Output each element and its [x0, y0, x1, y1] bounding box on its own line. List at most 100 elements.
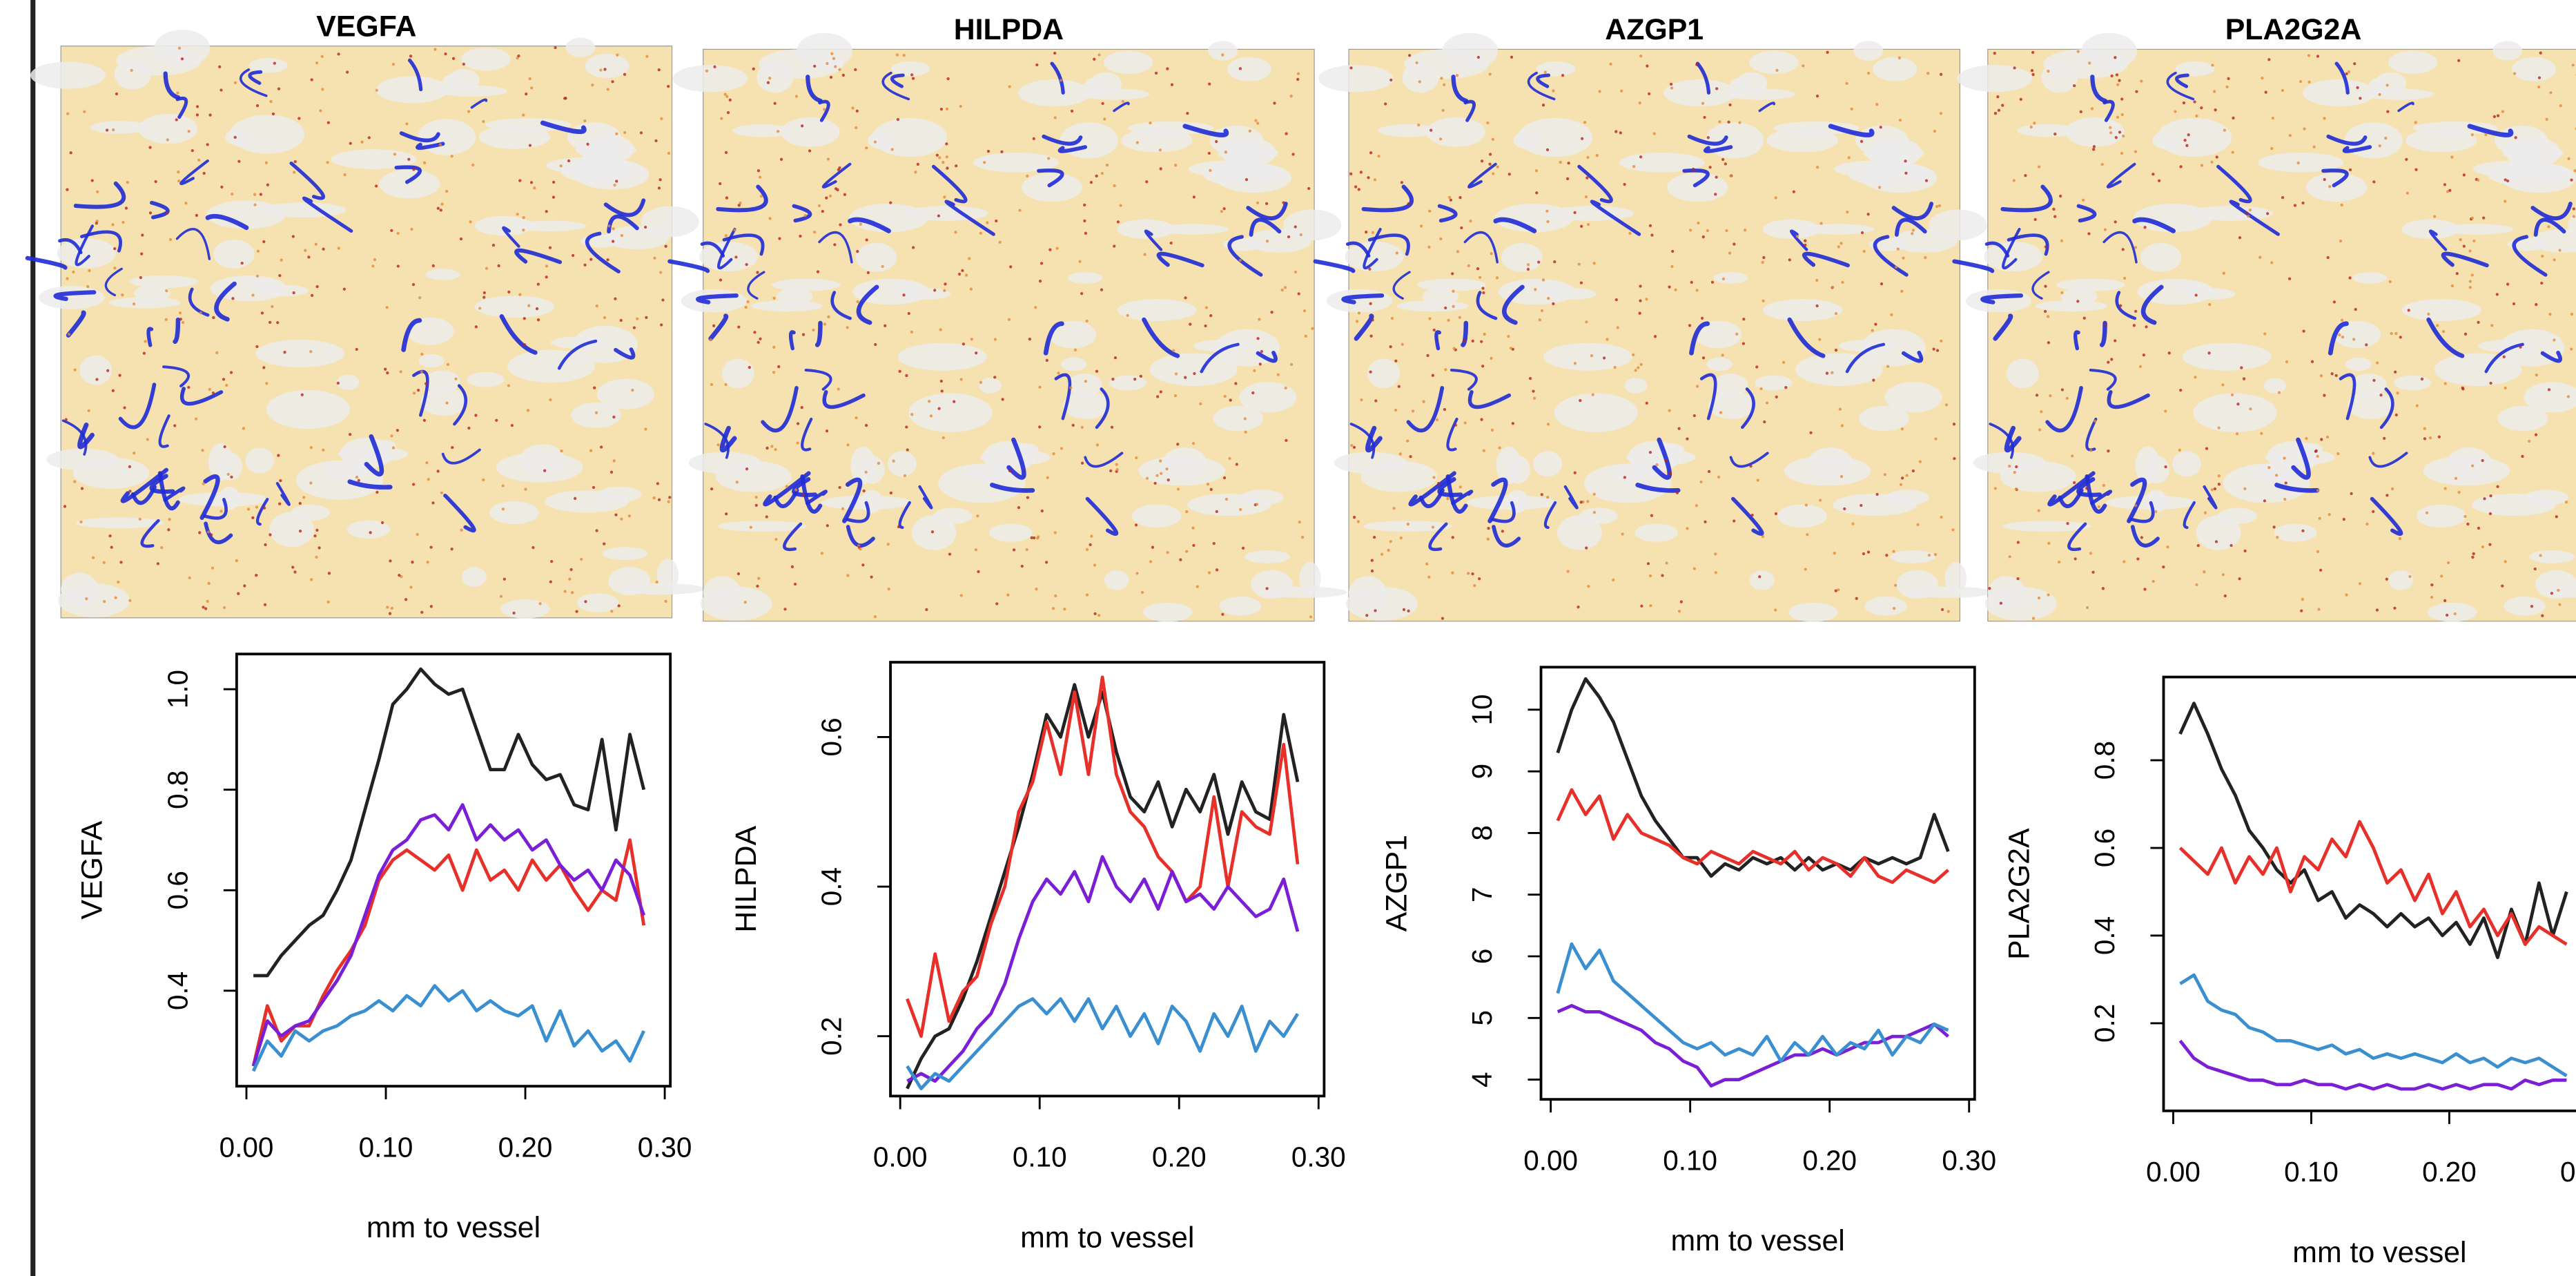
expression-dot: [436, 206, 440, 210]
expression-dot: [396, 231, 400, 235]
stroma-region: [461, 47, 511, 71]
stroma-region: [551, 336, 609, 349]
expression-dot: [1668, 285, 1671, 289]
vessel: [120, 467, 169, 503]
expression-dot: [961, 269, 964, 273]
stroma-region: [2345, 357, 2372, 371]
expression-dot: [1637, 366, 1640, 369]
expression-dot: [410, 227, 413, 231]
expression-dot: [1892, 550, 1895, 553]
expression-dot: [445, 189, 449, 193]
expression-dot: [510, 424, 514, 427]
expression-dot: [2353, 62, 2357, 66]
expression-dot: [327, 572, 331, 575]
expression-dot: [1480, 340, 1483, 343]
expression-dot: [1389, 540, 1392, 543]
expression-dot: [2423, 437, 2427, 441]
stroma-region: [418, 354, 445, 368]
expression-dot: [1862, 552, 1866, 556]
vessel: [881, 71, 910, 101]
expression-dot: [571, 253, 575, 258]
expression-dot: [2087, 232, 2091, 235]
y-tick-label: 0.6: [2089, 829, 2120, 867]
expression-dot: [1411, 409, 1415, 413]
vessel: [1144, 229, 1163, 251]
expression-dot: [1733, 519, 1736, 523]
expression-dot: [1898, 118, 1902, 122]
expression-dot: [653, 256, 656, 260]
expression-dot: [349, 142, 352, 145]
vessel: [2203, 485, 2218, 510]
expression-dot: [175, 118, 178, 122]
stroma-region: [489, 501, 539, 525]
expression-dot: [126, 181, 129, 184]
expression-dot: [1926, 72, 1930, 75]
expression-dot: [825, 196, 828, 200]
stroma-region: [1533, 451, 1563, 477]
expression-dot: [482, 478, 485, 482]
expression-dot: [86, 284, 90, 289]
expression-dot: [1545, 209, 1549, 213]
vessel: [2115, 291, 2137, 320]
expression-dot: [1653, 335, 1657, 338]
expression-dot: [1215, 510, 1218, 513]
expression-dot: [225, 383, 228, 387]
expression-dot: [148, 211, 153, 215]
expression-dot: [522, 215, 525, 220]
expression-dot: [864, 470, 868, 474]
expression-dot: [834, 65, 837, 68]
series-line: [906, 855, 1300, 1083]
expression-dot: [610, 610, 614, 613]
expression-dot: [1616, 326, 1619, 329]
expression-dot: [1944, 403, 1949, 407]
expression-dot: [2143, 226, 2147, 229]
expression-dot: [753, 331, 757, 334]
expression-dot: [2072, 84, 2076, 88]
stroma-region: [2333, 320, 2381, 349]
expression-dot: [2365, 522, 2369, 526]
expression-dot: [2248, 209, 2252, 212]
expression-dot: [2488, 512, 2492, 516]
expression-dot: [1488, 162, 1492, 166]
expression-dot: [1841, 280, 1844, 284]
expression-dot: [776, 130, 780, 133]
expression-dot: [529, 181, 534, 184]
expression-dot: [1490, 428, 1494, 432]
stroma-region: [2081, 32, 2137, 70]
expression-dot: [1389, 78, 1393, 82]
expression-dot: [1113, 356, 1118, 360]
expression-dot: [2468, 286, 2472, 289]
y-tick-label: 0.8: [162, 771, 193, 809]
expression-dot: [1639, 362, 1643, 367]
stroma-region: [1131, 504, 1182, 528]
expression-dot: [1196, 585, 1199, 588]
expression-dot: [128, 599, 132, 602]
vessel: [1365, 425, 1383, 453]
vessel: [540, 120, 587, 135]
vessel: [2000, 184, 2053, 213]
vessel: [856, 284, 879, 325]
expression-dot: [1692, 414, 1696, 418]
expression-dot: [1095, 443, 1100, 447]
expression-dot: [374, 184, 378, 188]
expression-dot: [2341, 336, 2345, 339]
expression-dot: [611, 80, 614, 84]
expression-dot: [2372, 378, 2376, 382]
expression-dot: [1935, 204, 1939, 209]
expression-dot: [1192, 543, 1196, 547]
vessel: [25, 255, 68, 270]
expression-dot: [271, 112, 275, 116]
expression-dot: [1904, 160, 1907, 163]
expression-dot: [1996, 95, 2000, 99]
expression-dot: [573, 496, 577, 501]
vessel: [761, 386, 799, 433]
expression-dot: [1038, 385, 1042, 389]
expression-dot: [1215, 139, 1218, 144]
expression-dot: [2053, 132, 2057, 136]
vessel: [1043, 321, 1064, 356]
x-tick-label: 0.30: [1291, 1141, 1346, 1173]
expression-dot: [2504, 560, 2507, 563]
expression-dot: [516, 213, 519, 216]
expression-dot: [892, 459, 895, 463]
expression-dot: [1890, 313, 1893, 317]
